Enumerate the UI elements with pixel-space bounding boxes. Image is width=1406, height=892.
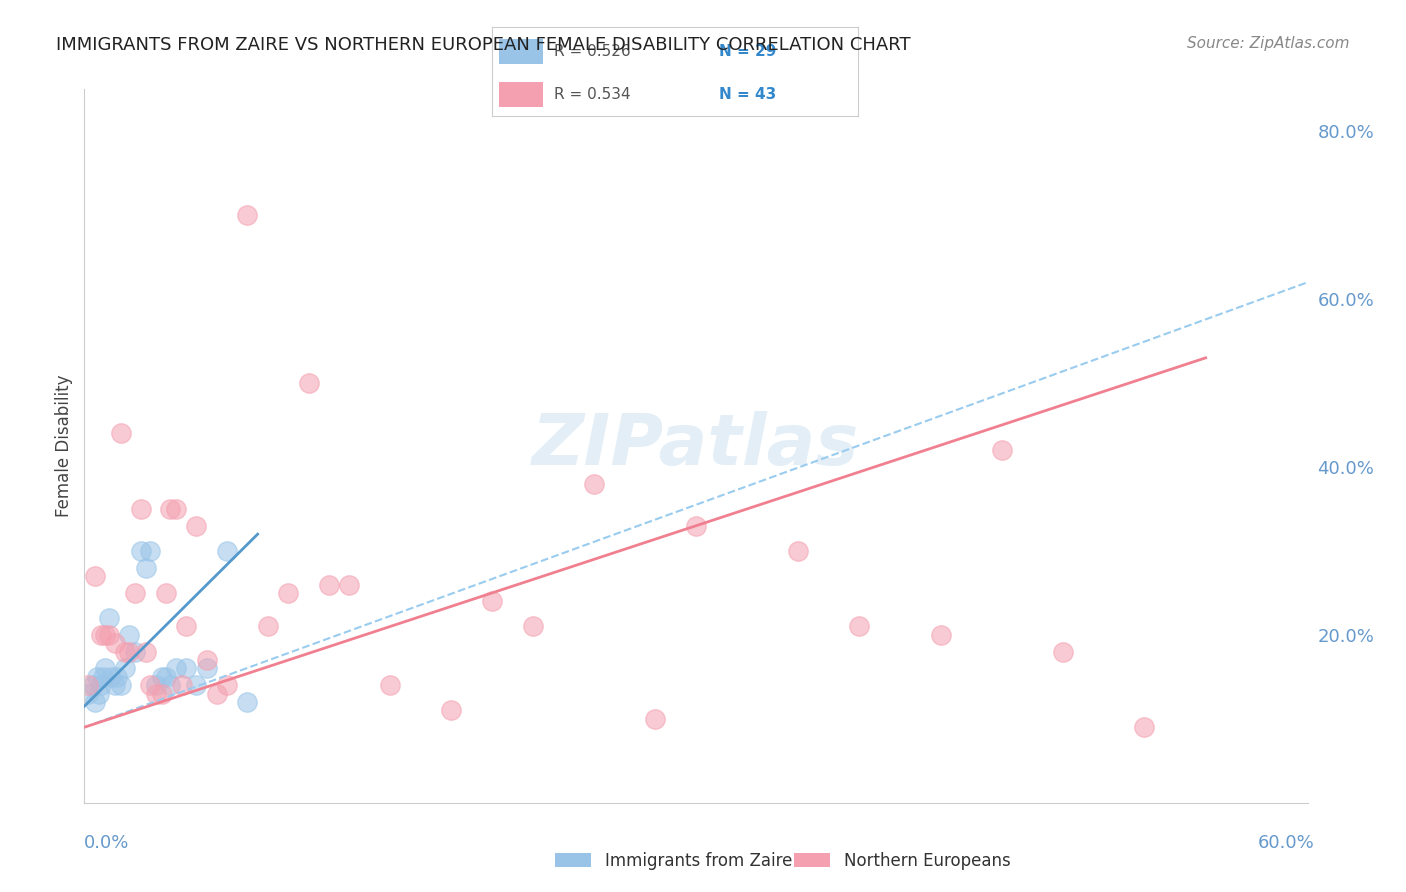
Text: IMMIGRANTS FROM ZAIRE VS NORTHERN EUROPEAN FEMALE DISABILITY CORRELATION CHART: IMMIGRANTS FROM ZAIRE VS NORTHERN EUROPE… xyxy=(56,36,911,54)
FancyBboxPatch shape xyxy=(499,82,543,107)
Text: R = 0.534: R = 0.534 xyxy=(554,87,631,102)
Text: 60.0%: 60.0% xyxy=(1258,834,1315,852)
Text: Northern Europeans: Northern Europeans xyxy=(844,852,1011,870)
Text: N = 29: N = 29 xyxy=(718,45,776,59)
Text: 0.0%: 0.0% xyxy=(84,834,129,852)
Y-axis label: Female Disability: Female Disability xyxy=(55,375,73,517)
Text: Immigrants from Zaire: Immigrants from Zaire xyxy=(605,852,792,870)
Text: Source: ZipAtlas.com: Source: ZipAtlas.com xyxy=(1187,36,1350,51)
Text: ZIPatlas: ZIPatlas xyxy=(533,411,859,481)
Text: N = 43: N = 43 xyxy=(718,87,776,102)
Text: R = 0.526: R = 0.526 xyxy=(554,45,631,59)
FancyBboxPatch shape xyxy=(499,39,543,64)
